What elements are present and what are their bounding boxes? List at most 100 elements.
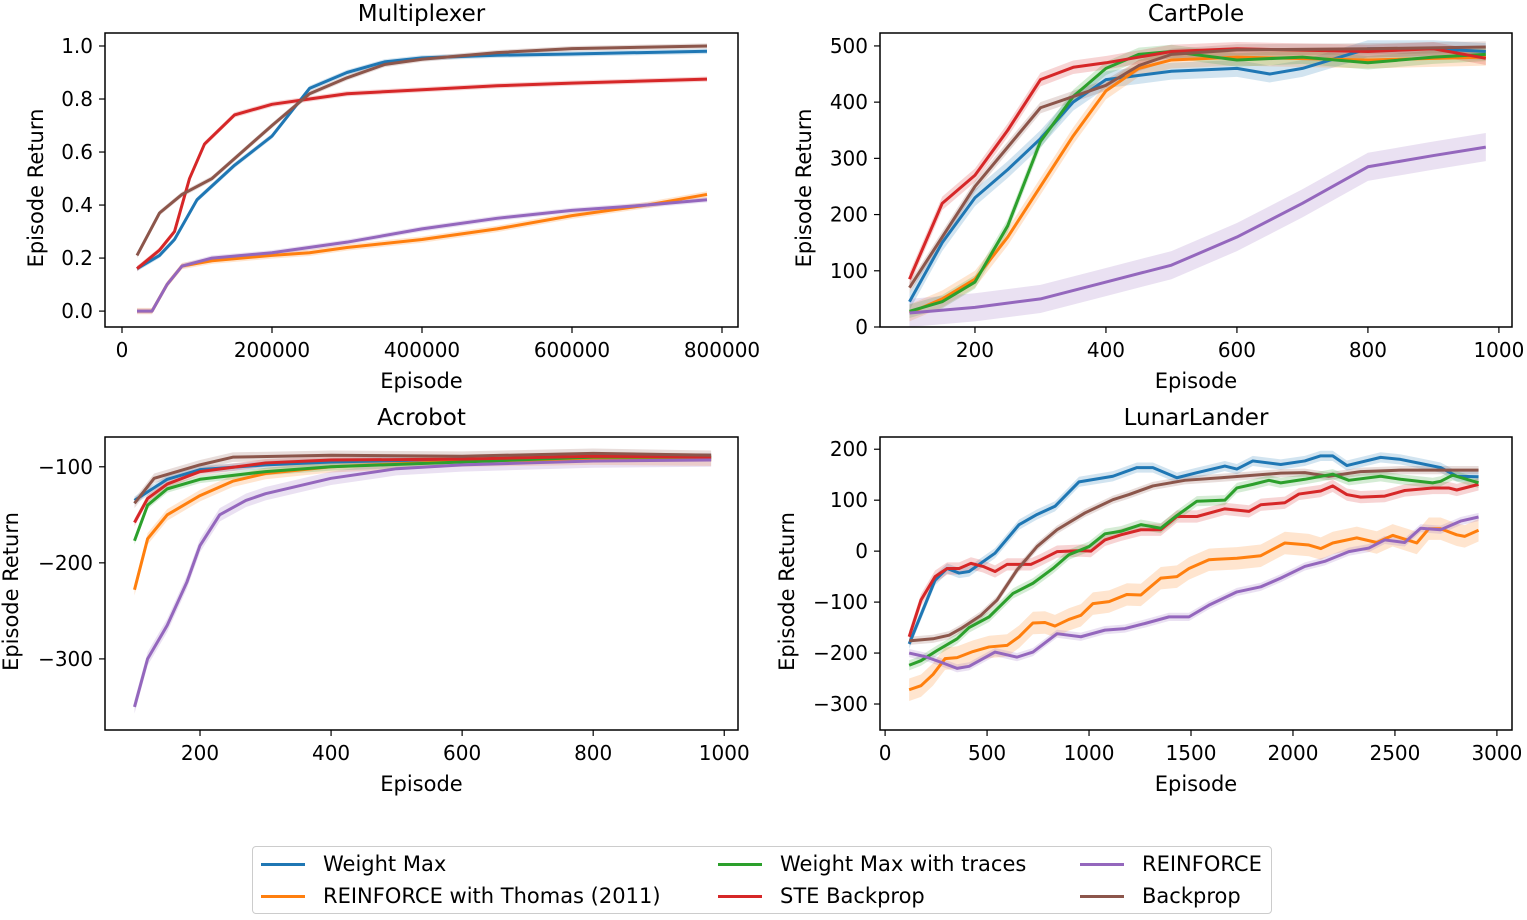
y-tick-label: 0.4 (61, 193, 93, 217)
y-tick-label: 0 (855, 315, 868, 339)
x-tick-label: 800 (574, 741, 612, 765)
x-tick-label: 600 (443, 741, 481, 765)
legend-item-reinforce: REINFORCE (1080, 849, 1262, 879)
x-tick-label: 500 (968, 741, 1006, 765)
x-axis-label: Episode (380, 772, 462, 796)
legend-item-weight-max: Weight Max (261, 849, 446, 879)
y-axis-label: Episode Return (0, 512, 23, 671)
legend-label: REINFORCE (1142, 852, 1262, 876)
y-tick-label: −200 (813, 641, 868, 665)
legend-label: REINFORCE with Thomas (2011) (323, 884, 661, 908)
legend-label: Weight Max with traces (780, 852, 1027, 876)
series-band (137, 43, 708, 259)
x-tick-label: 200 (956, 338, 994, 362)
x-tick-label: 400000 (384, 338, 460, 362)
plot-frame (104, 32, 739, 328)
series-line-reinforce (137, 198, 708, 313)
series-line-weight-max (136, 49, 708, 270)
series-line-reinforce-with-thomas-2011- (137, 192, 708, 313)
x-tick-label: 2500 (1369, 741, 1420, 765)
legend-item-ste-backprop: STE Backprop (718, 881, 925, 911)
y-tick-label: 400 (830, 90, 868, 114)
y-tick-label: 500 (830, 34, 868, 58)
x-tick-label: 200000 (234, 338, 310, 362)
x-tick-label: 0 (879, 741, 892, 765)
legend-item-weight-max-traces: Weight Max with traces (718, 849, 1026, 879)
y-axis-label: Episode Return (24, 109, 48, 268)
legend-swatch (261, 862, 305, 866)
x-tick-label: 200 (181, 741, 219, 765)
y-tick-label: 1.0 (61, 34, 93, 58)
series-line-reinforce (133, 458, 712, 708)
x-tick-label: 800 (1349, 338, 1387, 362)
subplot-cartpole: CartPole Episode Episode Return 200 400 600 80… (792, 1, 1524, 393)
legend-swatch (718, 894, 762, 898)
x-tick-label: 600000 (534, 338, 610, 362)
x-axis-label: Episode (1155, 369, 1237, 393)
series-line-backprop (135, 44, 708, 257)
series-band (134, 453, 712, 714)
plot-frame (879, 436, 1513, 731)
y-tick-label: −300 (38, 647, 93, 671)
subplot-multiplexer: Multiplexer Episode Episode Return 0 200000 4… (24, 1, 760, 393)
y-tick-label: 200 (830, 203, 868, 227)
y-tick-label: 0.0 (61, 299, 93, 323)
plot-frame (879, 32, 1513, 328)
subplot-title: Acrobot (377, 405, 466, 431)
series-line-ste-backprop (907, 482, 1479, 638)
series-line-weight-max-with-traces (908, 472, 1479, 667)
legend-label: STE Backprop (780, 884, 925, 908)
x-tick-label: 1000 (699, 741, 750, 765)
series-line-reinforce-with-thomas-2011- (908, 527, 1480, 692)
series-band (909, 512, 1479, 673)
x-tick-label: 0 (116, 338, 129, 362)
legend-swatch (1080, 894, 1124, 898)
x-tick-label: 2000 (1268, 741, 1319, 765)
y-tick-label: −200 (38, 551, 93, 575)
plot-frame (104, 436, 739, 731)
legend-item-backprop: Backprop (1080, 881, 1241, 911)
series-band (909, 478, 1479, 643)
legend-swatch (261, 894, 305, 898)
y-tick-label: −300 (813, 692, 868, 716)
x-tick-label: 800000 (684, 338, 760, 362)
series-line-ste-backprop (136, 77, 708, 270)
subplot-title: Multiplexer (358, 1, 486, 27)
series-band (909, 466, 1479, 645)
legend-swatch (1080, 862, 1124, 866)
y-tick-label: 100 (830, 488, 868, 512)
legend-label: Backprop (1142, 884, 1241, 908)
x-tick-label: 400 (1087, 338, 1125, 362)
x-tick-label: 400 (312, 741, 350, 765)
y-tick-label: 100 (830, 259, 868, 283)
y-tick-label: 0.2 (61, 246, 93, 270)
subplot-acrobot: Acrobot Episode Episode Return 200 400 600 800… (0, 405, 750, 796)
y-tick-label: −100 (813, 590, 868, 614)
x-axis-label: Episode (380, 369, 462, 393)
x-tick-label: 1000 (1473, 338, 1524, 362)
legend-label: Weight Max (323, 852, 447, 876)
x-tick-label: 1500 (1166, 741, 1217, 765)
x-tick-label: 3000 (1471, 741, 1522, 765)
series-band (137, 197, 708, 314)
y-tick-label: 0.8 (61, 87, 93, 111)
y-axis-label: Episode Return (775, 512, 799, 671)
y-tick-label: 200 (830, 437, 868, 461)
legend-swatch (718, 862, 762, 866)
y-axis-label: Episode Return (792, 109, 816, 268)
x-axis-label: Episode (1155, 772, 1237, 796)
legend: Weight Max REINFORCE with Thomas (2011) … (252, 846, 1272, 914)
series-band (134, 453, 712, 505)
series-line-backprop (908, 45, 1486, 289)
y-tick-label: 0.6 (61, 140, 93, 164)
series-line-weight-max (907, 454, 1479, 645)
subplot-title: CartPole (1148, 1, 1244, 27)
series-line-backprop (133, 451, 712, 505)
series-line-ste-backprop (133, 454, 712, 524)
x-tick-label: 1000 (1064, 741, 1115, 765)
y-tick-label: 0 (855, 539, 868, 563)
series-line-reinforce (908, 515, 1479, 670)
series-line-backprop (909, 468, 1479, 643)
